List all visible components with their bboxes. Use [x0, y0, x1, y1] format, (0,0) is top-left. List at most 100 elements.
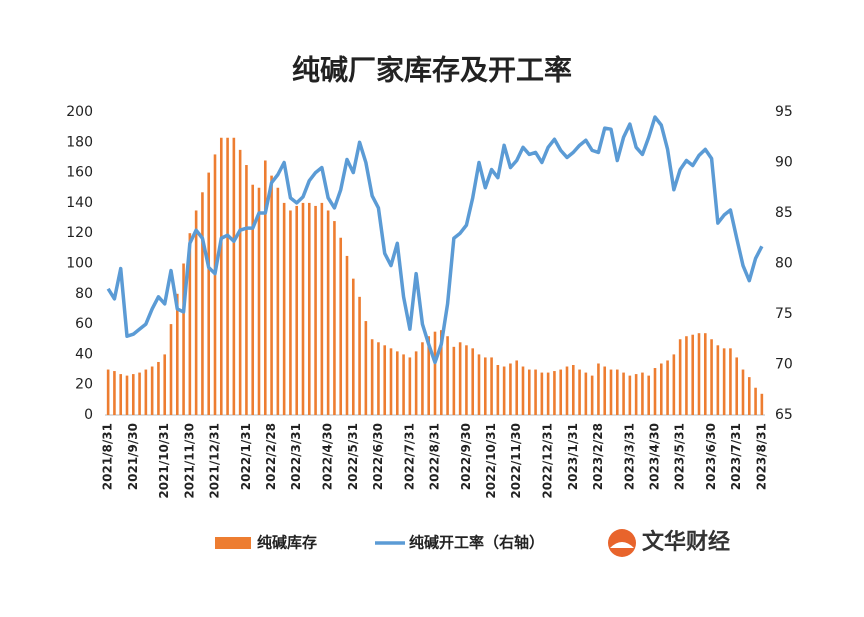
y2-tick-label: 65 [775, 407, 793, 423]
x-tick-label: 2022/3/31 [289, 423, 303, 490]
bar [641, 372, 644, 415]
bar [760, 393, 764, 415]
y-tick-label: 40 [75, 346, 93, 362]
bar [213, 154, 217, 416]
legend-label: 纯碱开工率（右轴） [409, 534, 544, 552]
bar [289, 210, 292, 415]
bar [113, 371, 116, 415]
x-tick-label: 2023/8/31 [754, 423, 768, 490]
bar [502, 366, 506, 415]
bar [716, 345, 720, 415]
bar [496, 365, 500, 415]
bar [333, 221, 336, 415]
bar [131, 374, 135, 415]
bar [615, 369, 619, 415]
bar [691, 334, 695, 415]
bar [207, 172, 211, 415]
bar [666, 360, 669, 415]
y-tick-label: 100 [66, 256, 93, 272]
bar [509, 363, 512, 415]
bar [307, 202, 311, 415]
x-tick-label: 2023/3/31 [622, 423, 636, 490]
bar [370, 339, 374, 415]
bar [194, 210, 198, 415]
bar [722, 348, 726, 415]
bar [351, 278, 355, 415]
bar [653, 368, 657, 415]
bar [578, 369, 581, 415]
bar [163, 354, 167, 415]
bar [119, 374, 123, 415]
x-tick-label: 2023/5/31 [673, 423, 687, 490]
bar [383, 345, 387, 415]
bar [446, 336, 449, 415]
bar [270, 175, 273, 415]
bar [106, 369, 110, 415]
bar [685, 336, 688, 415]
x-tick-label: 2021/8/31 [101, 423, 115, 490]
bar [395, 351, 399, 415]
bar [339, 237, 343, 415]
line [106, 115, 764, 365]
bar [433, 331, 437, 415]
bar [427, 336, 431, 415]
bar [245, 165, 248, 415]
x-tick-label: 2022/11/30 [509, 423, 523, 499]
bar [597, 363, 600, 415]
bar [402, 354, 405, 415]
bar [201, 192, 204, 415]
legend-label: 纯碱库存 [257, 534, 317, 552]
logo-icon-detail [610, 542, 634, 548]
bar [188, 233, 192, 415]
bar [747, 377, 751, 415]
x-tick-label: 2021/11/30 [182, 423, 196, 499]
bar [678, 339, 682, 415]
bar [490, 357, 493, 415]
x-tick-label: 2023/7/31 [729, 423, 743, 490]
x-tick-label: 2022/6/30 [371, 423, 385, 490]
y2-tick-label: 90 [775, 155, 793, 171]
y2-tick-label: 80 [775, 256, 793, 272]
bar [144, 369, 148, 415]
x-tick-label: 2023/1/31 [566, 423, 580, 490]
x-tick-label: 2022/2/28 [264, 423, 278, 490]
x-tick-label: 2021/10/31 [157, 423, 171, 499]
bar [477, 354, 481, 415]
bar [659, 363, 663, 415]
bar [483, 357, 487, 415]
bar [590, 375, 594, 415]
x-tick-label: 2022/7/31 [402, 423, 416, 490]
x-tick-label: 2022/8/31 [428, 423, 442, 490]
y-tick-label: 160 [66, 165, 93, 181]
bar [157, 361, 160, 415]
bar [408, 357, 412, 415]
bar [125, 375, 129, 415]
bar [471, 348, 475, 415]
bar [251, 184, 255, 415]
bar [735, 357, 739, 415]
bar [565, 366, 569, 415]
y-tick-label: 200 [66, 104, 93, 120]
y-tick-label: 0 [84, 407, 93, 423]
y-tick-label: 20 [75, 377, 93, 393]
bar [301, 202, 305, 415]
bar [527, 369, 531, 415]
x-tick-label: 2023/6/30 [704, 423, 718, 490]
bar [150, 366, 154, 415]
bar [377, 342, 380, 415]
x-tick-label: 2023/4/30 [648, 423, 662, 490]
y-tick-label: 140 [66, 195, 93, 211]
bar [439, 330, 443, 415]
bar [345, 255, 349, 415]
y2-tick-label: 75 [775, 306, 793, 322]
bar [553, 371, 556, 415]
bar [634, 374, 638, 415]
chart-title: 纯碱厂家库存及开工率 [292, 54, 572, 87]
bar [358, 296, 361, 415]
bar [546, 372, 550, 415]
bar [326, 210, 330, 415]
y-tick-label: 180 [66, 134, 93, 150]
bar [389, 348, 393, 415]
bar [559, 369, 563, 415]
bar [263, 160, 267, 415]
